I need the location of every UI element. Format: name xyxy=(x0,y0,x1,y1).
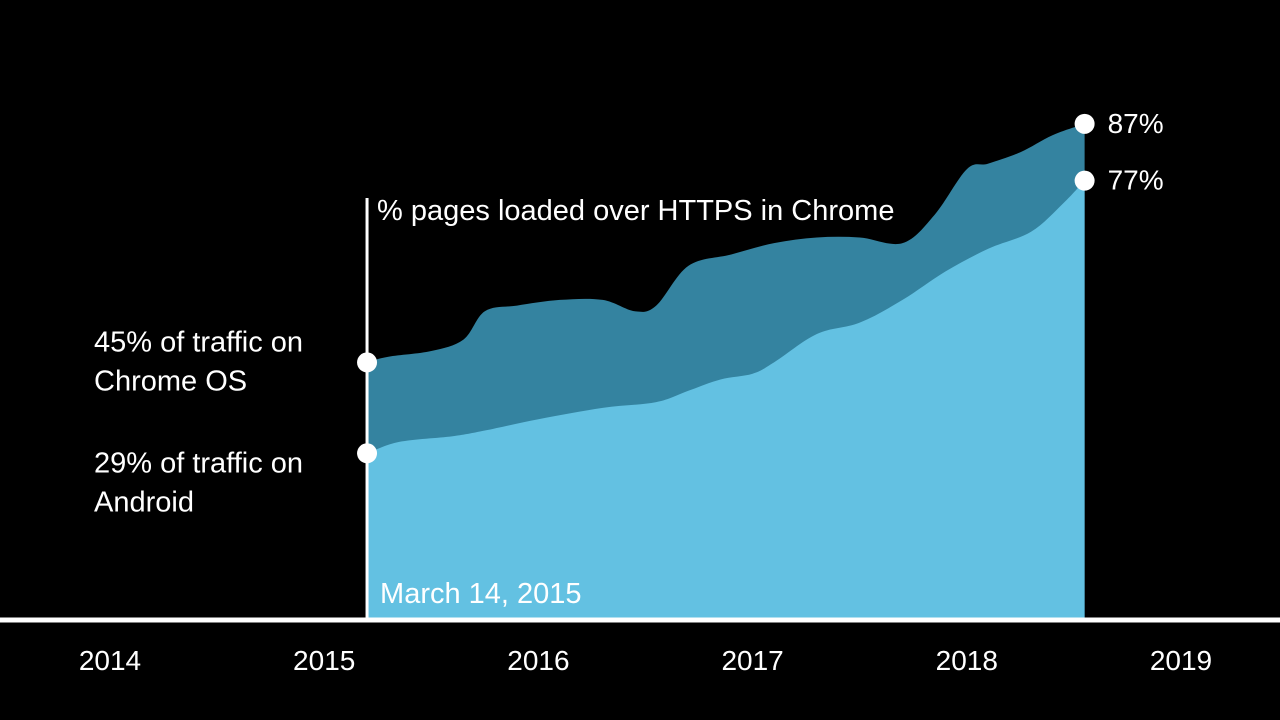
x-tick-label-2018: 2018 xyxy=(936,645,998,676)
series-endpoint-dots: 87% 77% xyxy=(357,108,1164,464)
x-tick-label-2019: 2019 xyxy=(1150,645,1212,676)
series-areas xyxy=(367,123,1085,618)
android-end-dot xyxy=(1074,170,1095,191)
marker-date-label: March 14, 2015 xyxy=(380,578,582,610)
x-tick-label-2015: 2015 xyxy=(293,645,355,676)
chart-title: % pages loaded over HTTPS in Chrome xyxy=(377,195,894,227)
area-android xyxy=(367,180,1085,618)
android-annotation-line1: 29% of traffic on xyxy=(94,447,303,479)
x-axis-ticks: 2014 2015 2016 2017 2018 2019 xyxy=(79,645,1212,676)
chromeos-annotation-line2: Chrome OS xyxy=(94,365,247,397)
android-start-dot xyxy=(357,443,378,464)
x-tick-label-2014: 2014 xyxy=(79,645,141,676)
android-annotation-line2: Android xyxy=(94,486,194,518)
chrome-os-end-dot xyxy=(1074,113,1095,134)
android-end-value-label: 77% xyxy=(1108,165,1164,196)
x-tick-label-2016: 2016 xyxy=(507,645,569,676)
chrome-os-start-dot xyxy=(357,352,378,373)
x-tick-label-2017: 2017 xyxy=(721,645,783,676)
chrome-os-end-value-label: 87% xyxy=(1108,108,1164,139)
chromeos-annotation-line1: 45% of traffic on xyxy=(94,326,303,358)
